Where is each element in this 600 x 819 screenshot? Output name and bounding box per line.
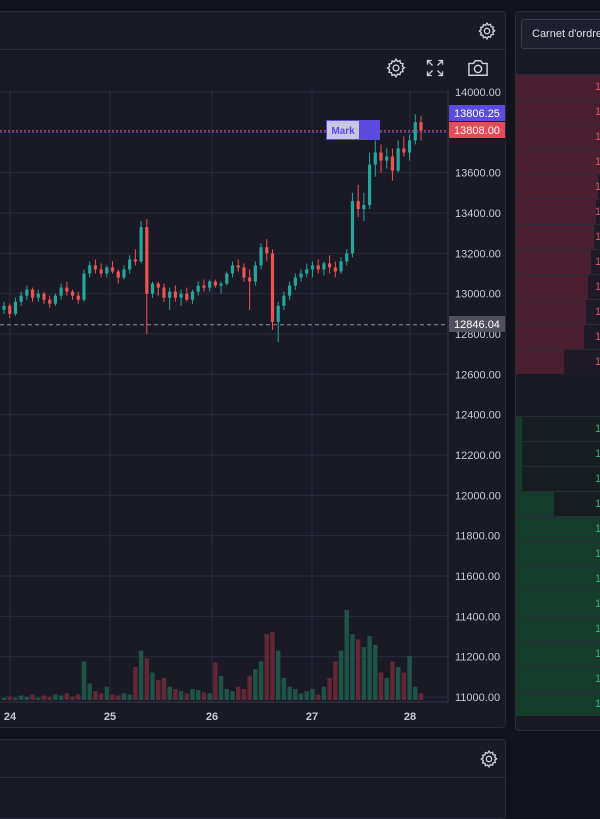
bid-row-price: 1 <box>595 548 600 560</box>
bid-row-price: 1 <box>595 423 600 435</box>
bid-row[interactable]: 1 <box>516 566 600 591</box>
bid-row-depth-bar <box>516 567 600 591</box>
ask-row-depth-bar <box>516 325 584 349</box>
camera-icon[interactable] <box>467 58 489 78</box>
ask-row-depth-bar <box>516 150 600 174</box>
ask-row-depth-bar <box>516 100 600 124</box>
bid-row[interactable]: 1 <box>516 466 600 491</box>
bid-row[interactable]: 1 <box>516 641 600 666</box>
ask-row[interactable]: 1 <box>516 324 600 349</box>
chart-panel <box>0 11 506 728</box>
bid-row-depth-bar <box>516 467 522 491</box>
ask-row[interactable]: 1 <box>516 349 600 374</box>
bottom-panel <box>0 739 506 819</box>
bid-row-depth-bar <box>516 442 522 466</box>
ask-row[interactable]: 1 <box>516 174 600 199</box>
bid-row-price: 1 <box>595 473 600 485</box>
bid-row-depth-bar <box>516 667 600 691</box>
bid-row-depth-bar <box>516 492 554 516</box>
expand-icon[interactable] <box>425 58 445 78</box>
tab-order-book[interactable]: Carnet d'ordre <box>521 19 600 49</box>
bid-row[interactable]: 1 <box>516 691 600 716</box>
bid-row[interactable]: 1 <box>516 491 600 516</box>
bid-row-price: 1 <box>595 698 600 710</box>
bid-row-depth-bar <box>516 417 522 441</box>
ask-row-depth-bar <box>516 225 594 249</box>
ask-row[interactable]: 1 <box>516 74 600 99</box>
bid-row-price: 1 <box>595 598 600 610</box>
bid-row-depth-bar <box>516 592 600 616</box>
ask-row[interactable]: 1 <box>516 99 600 124</box>
ask-row-depth-bar <box>516 175 598 199</box>
bid-row[interactable]: 1 <box>516 416 600 441</box>
gear-icon[interactable] <box>477 21 497 41</box>
bid-row-depth-bar <box>516 542 600 566</box>
ask-row-depth-bar <box>516 75 600 99</box>
bid-row[interactable]: 1 <box>516 441 600 466</box>
bid-row[interactable]: 1 <box>516 616 600 641</box>
ask-row-price: 1 <box>595 131 600 143</box>
ask-row-price: 1 <box>595 231 600 243</box>
chart-panel-header <box>0 12 505 50</box>
gear-icon[interactable] <box>479 749 499 769</box>
ask-row[interactable]: 1 <box>516 149 600 174</box>
bid-row-depth-bar <box>516 692 600 716</box>
ask-row-price: 1 <box>595 206 600 218</box>
bid-row[interactable]: 1 <box>516 516 600 541</box>
ask-row-price: 1 <box>595 256 600 268</box>
bid-row[interactable]: 1 <box>516 541 600 566</box>
bid-row[interactable]: 1 <box>516 666 600 691</box>
bid-row-price: 1 <box>595 648 600 660</box>
bid-row-price: 1 <box>595 448 600 460</box>
ask-row-price: 1 <box>595 331 600 343</box>
ask-row-price: 1 <box>595 181 600 193</box>
bid-row[interactable]: 1 <box>516 591 600 616</box>
ask-row-depth-bar <box>516 300 586 324</box>
ask-row-depth-bar <box>516 350 564 374</box>
bid-row-price: 1 <box>595 523 600 535</box>
chart-settings-gear-icon[interactable] <box>385 57 407 79</box>
ask-row[interactable]: 1 <box>516 224 600 249</box>
order-book-panel: Carnet d'ordre 1 1 1 1 1 1 1 1 1 1 1 1 1 1 1 1 1 1 1 1 1 1 1 1 <box>515 11 600 731</box>
ask-row-price: 1 <box>595 156 600 168</box>
bid-row-price: 1 <box>595 673 600 685</box>
bid-row-price: 1 <box>595 573 600 585</box>
ask-row[interactable]: 1 <box>516 199 600 224</box>
ask-row[interactable]: 1 <box>516 299 600 324</box>
ask-row-price: 1 <box>595 106 600 118</box>
ask-row-price: 1 <box>595 81 600 93</box>
bid-row-price: 1 <box>595 498 600 510</box>
ask-row-depth-bar <box>516 200 596 224</box>
bid-row-depth-bar <box>516 642 600 666</box>
ask-row-depth-bar <box>516 250 591 274</box>
ask-row[interactable]: 1 <box>516 249 600 274</box>
ask-row[interactable]: 1 <box>516 124 600 149</box>
bid-row-depth-bar <box>516 617 600 641</box>
ask-row-depth-bar <box>516 125 600 149</box>
bottom-panel-header <box>0 740 505 778</box>
bid-row-price: 1 <box>595 623 600 635</box>
ask-row-price: 1 <box>595 281 600 293</box>
ask-row[interactable]: 1 <box>516 274 600 299</box>
ask-row-price: 1 <box>595 356 600 368</box>
bid-row-depth-bar <box>516 517 600 541</box>
ask-row-depth-bar <box>516 275 588 299</box>
ask-row-price: 1 <box>595 306 600 318</box>
